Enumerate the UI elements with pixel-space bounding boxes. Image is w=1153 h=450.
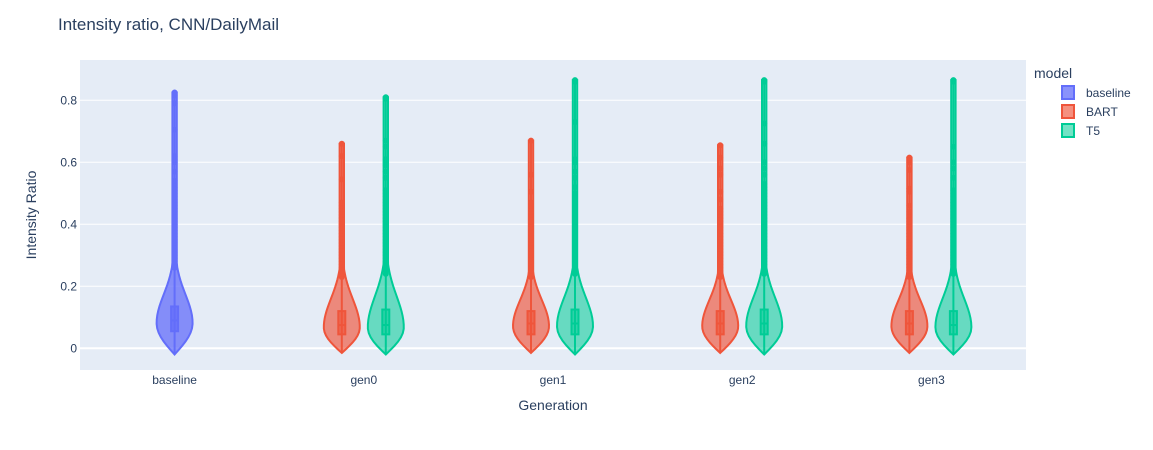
outlier-point bbox=[338, 199, 345, 206]
outlier-point bbox=[338, 153, 345, 160]
y-tick-label: 0.6 bbox=[60, 155, 77, 169]
outlier-point bbox=[950, 159, 957, 166]
outlier-point bbox=[906, 208, 913, 215]
outlier-point bbox=[382, 187, 389, 194]
outlier-point bbox=[338, 140, 345, 147]
outlier-point bbox=[761, 165, 768, 172]
outlier-point bbox=[761, 181, 768, 187]
outlier-point bbox=[382, 174, 389, 181]
outlier-point bbox=[950, 77, 957, 84]
legend-swatch bbox=[1061, 104, 1075, 119]
box-iqr bbox=[381, 308, 391, 336]
outlier-point bbox=[717, 188, 724, 195]
violin-BART-gen0 bbox=[322, 140, 361, 355]
outlier-point bbox=[572, 174, 578, 181]
legend-label: T5 bbox=[1086, 124, 1100, 138]
x-axis-title: Generation bbox=[518, 397, 587, 413]
legend-item-baseline[interactable]: baseline bbox=[1061, 85, 1131, 100]
outlier-point bbox=[717, 154, 724, 161]
legend-swatch bbox=[1061, 85, 1075, 100]
y-tick-label: 0.4 bbox=[60, 217, 77, 231]
legend-swatch bbox=[1061, 123, 1075, 138]
outlier-point bbox=[528, 188, 534, 195]
y-tick-label: 0 bbox=[70, 341, 77, 355]
outlier-point bbox=[761, 140, 768, 147]
outlier-point bbox=[572, 168, 578, 175]
plot-area bbox=[80, 60, 1026, 370]
violin-T5-gen3 bbox=[934, 77, 973, 356]
gridlines bbox=[80, 99, 1026, 350]
x-axis-ticks: baseline gen0 gen1 gen2 gen3 bbox=[152, 373, 945, 387]
box-iqr bbox=[948, 310, 958, 336]
x-tick-label: baseline bbox=[152, 373, 197, 387]
box-iqr bbox=[337, 310, 347, 336]
outlier-point bbox=[171, 153, 178, 160]
outlier-point bbox=[906, 159, 913, 166]
outlier-point bbox=[382, 156, 389, 163]
violin-T5-gen2 bbox=[745, 77, 784, 356]
x-tick-label: gen0 bbox=[350, 373, 377, 387]
outlier-point bbox=[717, 142, 724, 149]
violin-BART-gen2 bbox=[701, 142, 740, 355]
outlier-point bbox=[382, 168, 389, 175]
outlier-point bbox=[950, 165, 957, 172]
box-iqr bbox=[759, 308, 769, 336]
outlier-point bbox=[761, 171, 768, 178]
outlier-point bbox=[528, 199, 534, 206]
outlier-point bbox=[171, 177, 178, 184]
violins bbox=[155, 77, 973, 357]
outlier-point bbox=[171, 168, 178, 175]
outlier-point bbox=[906, 154, 913, 161]
outlier-point bbox=[906, 185, 913, 192]
outlier-point bbox=[761, 120, 768, 127]
outlier-point bbox=[171, 100, 178, 107]
violin-BART-gen1 bbox=[512, 137, 550, 355]
outlier-point bbox=[572, 156, 578, 163]
outlier-point bbox=[572, 119, 578, 125]
outlier-point bbox=[528, 171, 534, 178]
outlier-point bbox=[171, 126, 178, 133]
outlier-point bbox=[528, 137, 534, 144]
legend-item-BART[interactable]: BART bbox=[1061, 104, 1118, 119]
outlier-point bbox=[572, 77, 578, 84]
outlier-point bbox=[572, 190, 578, 197]
legend-label: BART bbox=[1086, 105, 1118, 119]
outlier-point bbox=[717, 205, 724, 212]
outlier-point bbox=[950, 174, 957, 181]
outlier-point bbox=[338, 176, 345, 183]
box-iqr bbox=[570, 308, 580, 336]
outlier-point bbox=[761, 77, 768, 84]
outlier-point bbox=[382, 137, 389, 144]
y-axis-title: Intensity Ratio bbox=[23, 170, 39, 259]
legend-label: baseline bbox=[1086, 86, 1131, 100]
outlier-point bbox=[171, 89, 178, 96]
violin-baseline-baseline bbox=[155, 89, 194, 357]
outlier-point bbox=[382, 94, 389, 101]
outlier-point bbox=[717, 171, 724, 178]
chart-title: Intensity ratio, CNN/DailyMail bbox=[58, 15, 279, 34]
legend: model baseline BART T5 bbox=[1034, 65, 1131, 138]
outlier-point bbox=[382, 143, 389, 150]
x-tick-label: gen1 bbox=[540, 373, 567, 387]
y-tick-label: 0.2 bbox=[60, 279, 77, 293]
box-iqr bbox=[170, 305, 180, 333]
x-tick-label: gen3 bbox=[918, 373, 945, 387]
outlier-point bbox=[950, 187, 957, 194]
y-tick-label: 0.8 bbox=[60, 93, 77, 107]
outlier-point bbox=[906, 202, 913, 209]
violin-BART-gen3 bbox=[890, 154, 929, 355]
violin-T5-gen0 bbox=[366, 94, 405, 356]
y-axis-ticks: 0 0.2 0.4 0.6 0.8 bbox=[60, 93, 77, 355]
violin-T5-gen1 bbox=[556, 77, 594, 356]
outlier-point bbox=[572, 184, 578, 191]
outlier-point bbox=[950, 143, 957, 150]
outlier-point bbox=[717, 196, 724, 203]
legend-title: model bbox=[1034, 65, 1072, 81]
outlier-point bbox=[717, 165, 724, 172]
outlier-point bbox=[761, 159, 768, 166]
outlier-point bbox=[906, 167, 913, 174]
legend-item-T5[interactable]: T5 bbox=[1061, 123, 1100, 138]
x-tick-label: gen2 bbox=[729, 373, 756, 387]
